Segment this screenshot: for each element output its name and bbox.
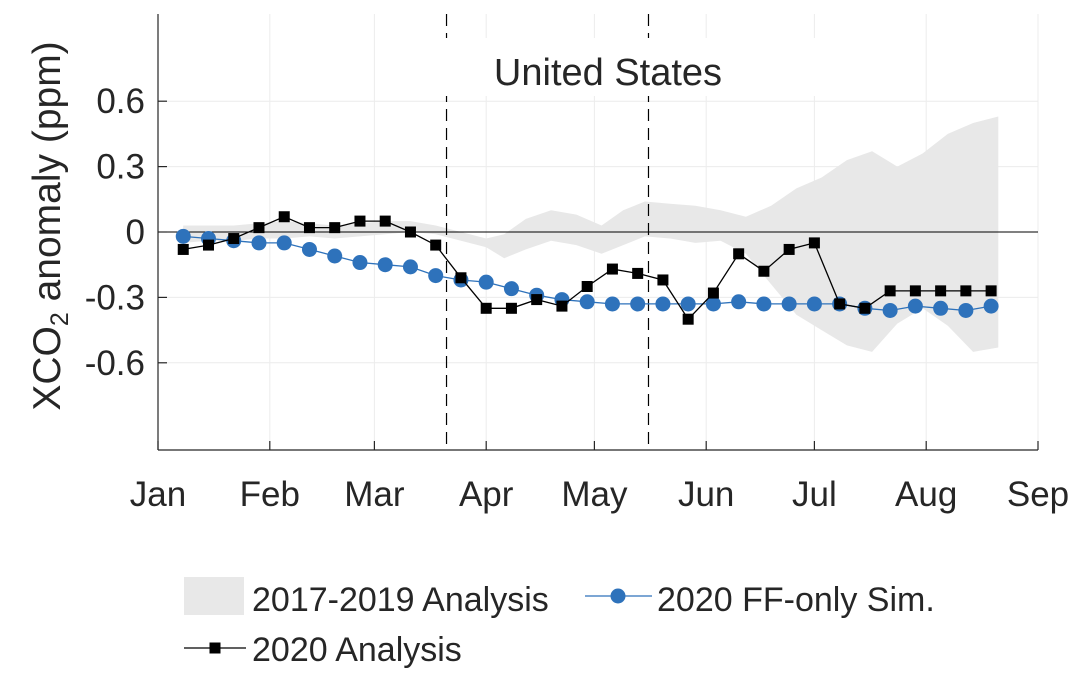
y-axis-label-rest: anomaly (ppm) [26,41,69,312]
series-1-point [682,313,694,325]
x-tick-label: Jul [792,475,837,514]
series-1-point [303,222,315,234]
legend-analysis-label: 2020 Analysis [252,631,462,669]
series-1-point [430,239,442,251]
series-0-point [630,296,646,312]
series-1-point [480,302,492,314]
series-1-point [455,272,467,284]
y-tick-label: -0.6 [85,344,145,383]
series-1-point [581,281,593,292]
series-1-point [202,239,214,251]
series-0-point [882,302,898,318]
x-tick-label: Feb [240,475,300,514]
x-tick-label: Jan [130,475,186,514]
series-1-point [808,237,820,249]
chart-title: United States [494,52,722,94]
series-1-point [228,233,240,245]
series-0-point [478,274,494,290]
series-1-point [909,285,921,297]
series-0-point [806,296,822,312]
series-0-point [983,298,999,314]
x-tick-label: Mar [344,475,405,514]
series-0-point [781,296,797,312]
legend-band-swatch [184,577,244,615]
tick-labels: Jan Feb Mar Apr May Jun Jul Aug Sep 0.6 0.3 0 -0.3 -0… [85,82,1069,514]
series-1-point [354,215,366,227]
series-0-point [175,228,191,244]
x-tick-label: Aug [895,475,957,514]
y-axis-label: XCO2 anomaly (ppm) [26,41,74,410]
series-0-point [958,302,974,318]
series-1-point [632,267,644,279]
series-1-point [834,298,846,310]
series-0-point [731,294,747,310]
series-layer [175,211,999,325]
series-1 [177,211,997,325]
series-0-point [503,281,519,297]
series-0-point [933,300,949,316]
title-background [410,38,820,96]
y-tick-label: -0.3 [85,278,145,317]
series-0-point [680,296,696,312]
series-1-point [884,285,896,297]
band-2017-2019 [183,116,999,352]
series-1-point [733,248,745,260]
series-0-point [276,235,292,251]
series-1-point [253,222,265,234]
series-1-point [329,222,341,234]
series-0-point [756,296,772,312]
legend-sim-label: 2020 FF-only Sim. [657,581,935,619]
series-1-point [556,300,568,312]
y-tick-label: 0.6 [96,82,145,121]
legend-analysis-marker [209,642,221,654]
series-0-point [705,296,721,312]
series-1-point [758,265,770,277]
series-0-point [377,257,393,273]
legend-sim-marker [610,588,626,604]
series-1-point [859,302,871,314]
series-1-point [657,274,669,286]
series-1-point [985,285,997,297]
x-tick-label: Jun [678,475,734,514]
series-0-point [327,248,343,264]
legend: 2017-2019 Analysis 2020 FF-only Sim. 2020 … [184,577,935,669]
series-0-point [428,268,444,284]
series-1-point [404,226,416,238]
legend-band-label: 2017-2019 Analysis [252,581,549,619]
y-tick-label: 0.3 [96,148,145,187]
series-1-point [606,263,618,275]
y-axis-label-main: XCO [26,326,69,411]
series-1-point [379,215,391,227]
series-0-point [402,259,418,275]
series-1-point [960,285,972,297]
x-tick-label: May [561,475,628,514]
series-1-point [783,243,795,255]
series-1-point [935,285,947,297]
series-0-point [301,241,317,257]
series-1-point [531,294,543,306]
y-tick-label: 0 [126,213,145,252]
x-tick-label: Sep [1007,475,1069,514]
series-1-point [177,243,189,255]
series-0-point [907,298,923,314]
series-0 [175,228,999,318]
series-0-point [352,255,368,271]
axes [157,14,1039,451]
y-axis-label-sub: 2 [46,312,74,326]
series-1-point [707,287,719,299]
series-1-point [505,302,517,314]
series-0-point [579,294,595,310]
series-0-point [655,296,671,312]
series-0-point [251,235,267,251]
series-1-point [278,211,290,223]
x-tick-label: Apr [459,475,514,514]
series-0-point [604,296,620,312]
band-area [183,116,999,352]
